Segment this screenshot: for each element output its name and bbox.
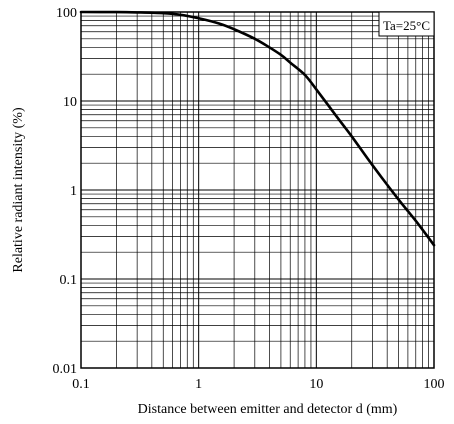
y-tick-label: 0.01 [53, 362, 78, 377]
intensity-curve [79, 10, 436, 247]
annotation-border [378, 11, 435, 37]
x-tick-label: 1 [195, 377, 202, 392]
series-layer [79, 10, 436, 247]
x-tick-label: 10 [309, 377, 323, 392]
y-tick-label: 0.1 [60, 273, 78, 288]
x-axis-label: Distance between emitter and detector d … [138, 402, 398, 417]
y-axis-label: Relative radiant intensity (%) [11, 107, 26, 273]
x-tick-label: 100 [424, 377, 445, 392]
plot-frame [80, 11, 435, 369]
x-tick-label: 0.1 [72, 377, 90, 392]
annotation-text: Ta=25°C [383, 18, 430, 33]
y-tick-label: 1 [70, 184, 77, 199]
annotation-box: Ta=25°C [378, 11, 435, 37]
y-tick-label: 10 [63, 95, 77, 110]
y-tick-label: 100 [56, 6, 77, 21]
